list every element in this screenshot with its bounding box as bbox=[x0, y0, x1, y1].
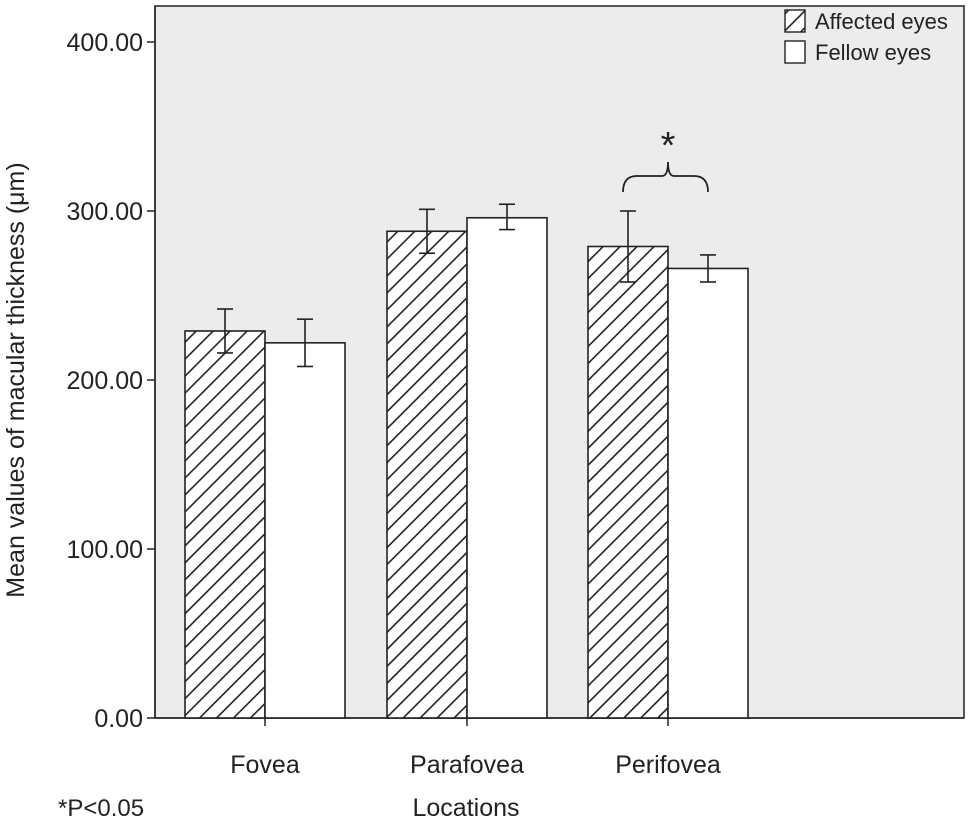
significance-bracket bbox=[622, 161, 709, 193]
y-tick-label: 100.00 bbox=[67, 536, 143, 564]
bar-fellow-parafovea bbox=[466, 216, 548, 719]
y-tick-label: 400.00 bbox=[67, 29, 143, 57]
y-tick-label: 0.00 bbox=[94, 705, 143, 733]
bar-affected-perifovea bbox=[587, 245, 669, 719]
legend-label: Fellow eyes bbox=[815, 40, 931, 65]
y-axis-label: Mean values of macular thickness (μm) bbox=[2, 162, 30, 597]
footnote: *P<0.05 bbox=[58, 795, 144, 822]
x-tick-label: Perifovea bbox=[615, 751, 721, 779]
x-tick-label: Parafovea bbox=[410, 751, 524, 779]
y-tick-label: 200.00 bbox=[67, 367, 143, 395]
legend-swatch-affected bbox=[784, 9, 806, 33]
bar-affected-parafovea bbox=[386, 230, 468, 719]
bar-fellow-perifovea bbox=[667, 267, 749, 719]
bar-fellow-fovea bbox=[264, 342, 346, 719]
x-axis-label: Locations bbox=[412, 794, 519, 822]
bars-group bbox=[184, 216, 749, 719]
significance-asterisk: * bbox=[661, 125, 676, 167]
y-tick-label: 300.00 bbox=[67, 198, 143, 226]
error-bars-group bbox=[217, 203, 716, 368]
legend-label: Affected eyes bbox=[815, 9, 948, 34]
legend: Affected eyes Fellow eyes bbox=[784, 9, 948, 65]
x-tick-label: Fovea bbox=[230, 751, 300, 779]
labels-group: Fovea Parafovea Perifovea * bbox=[230, 125, 721, 779]
bar-affected-fovea bbox=[184, 330, 266, 719]
legend-swatch-fellow bbox=[784, 40, 806, 64]
